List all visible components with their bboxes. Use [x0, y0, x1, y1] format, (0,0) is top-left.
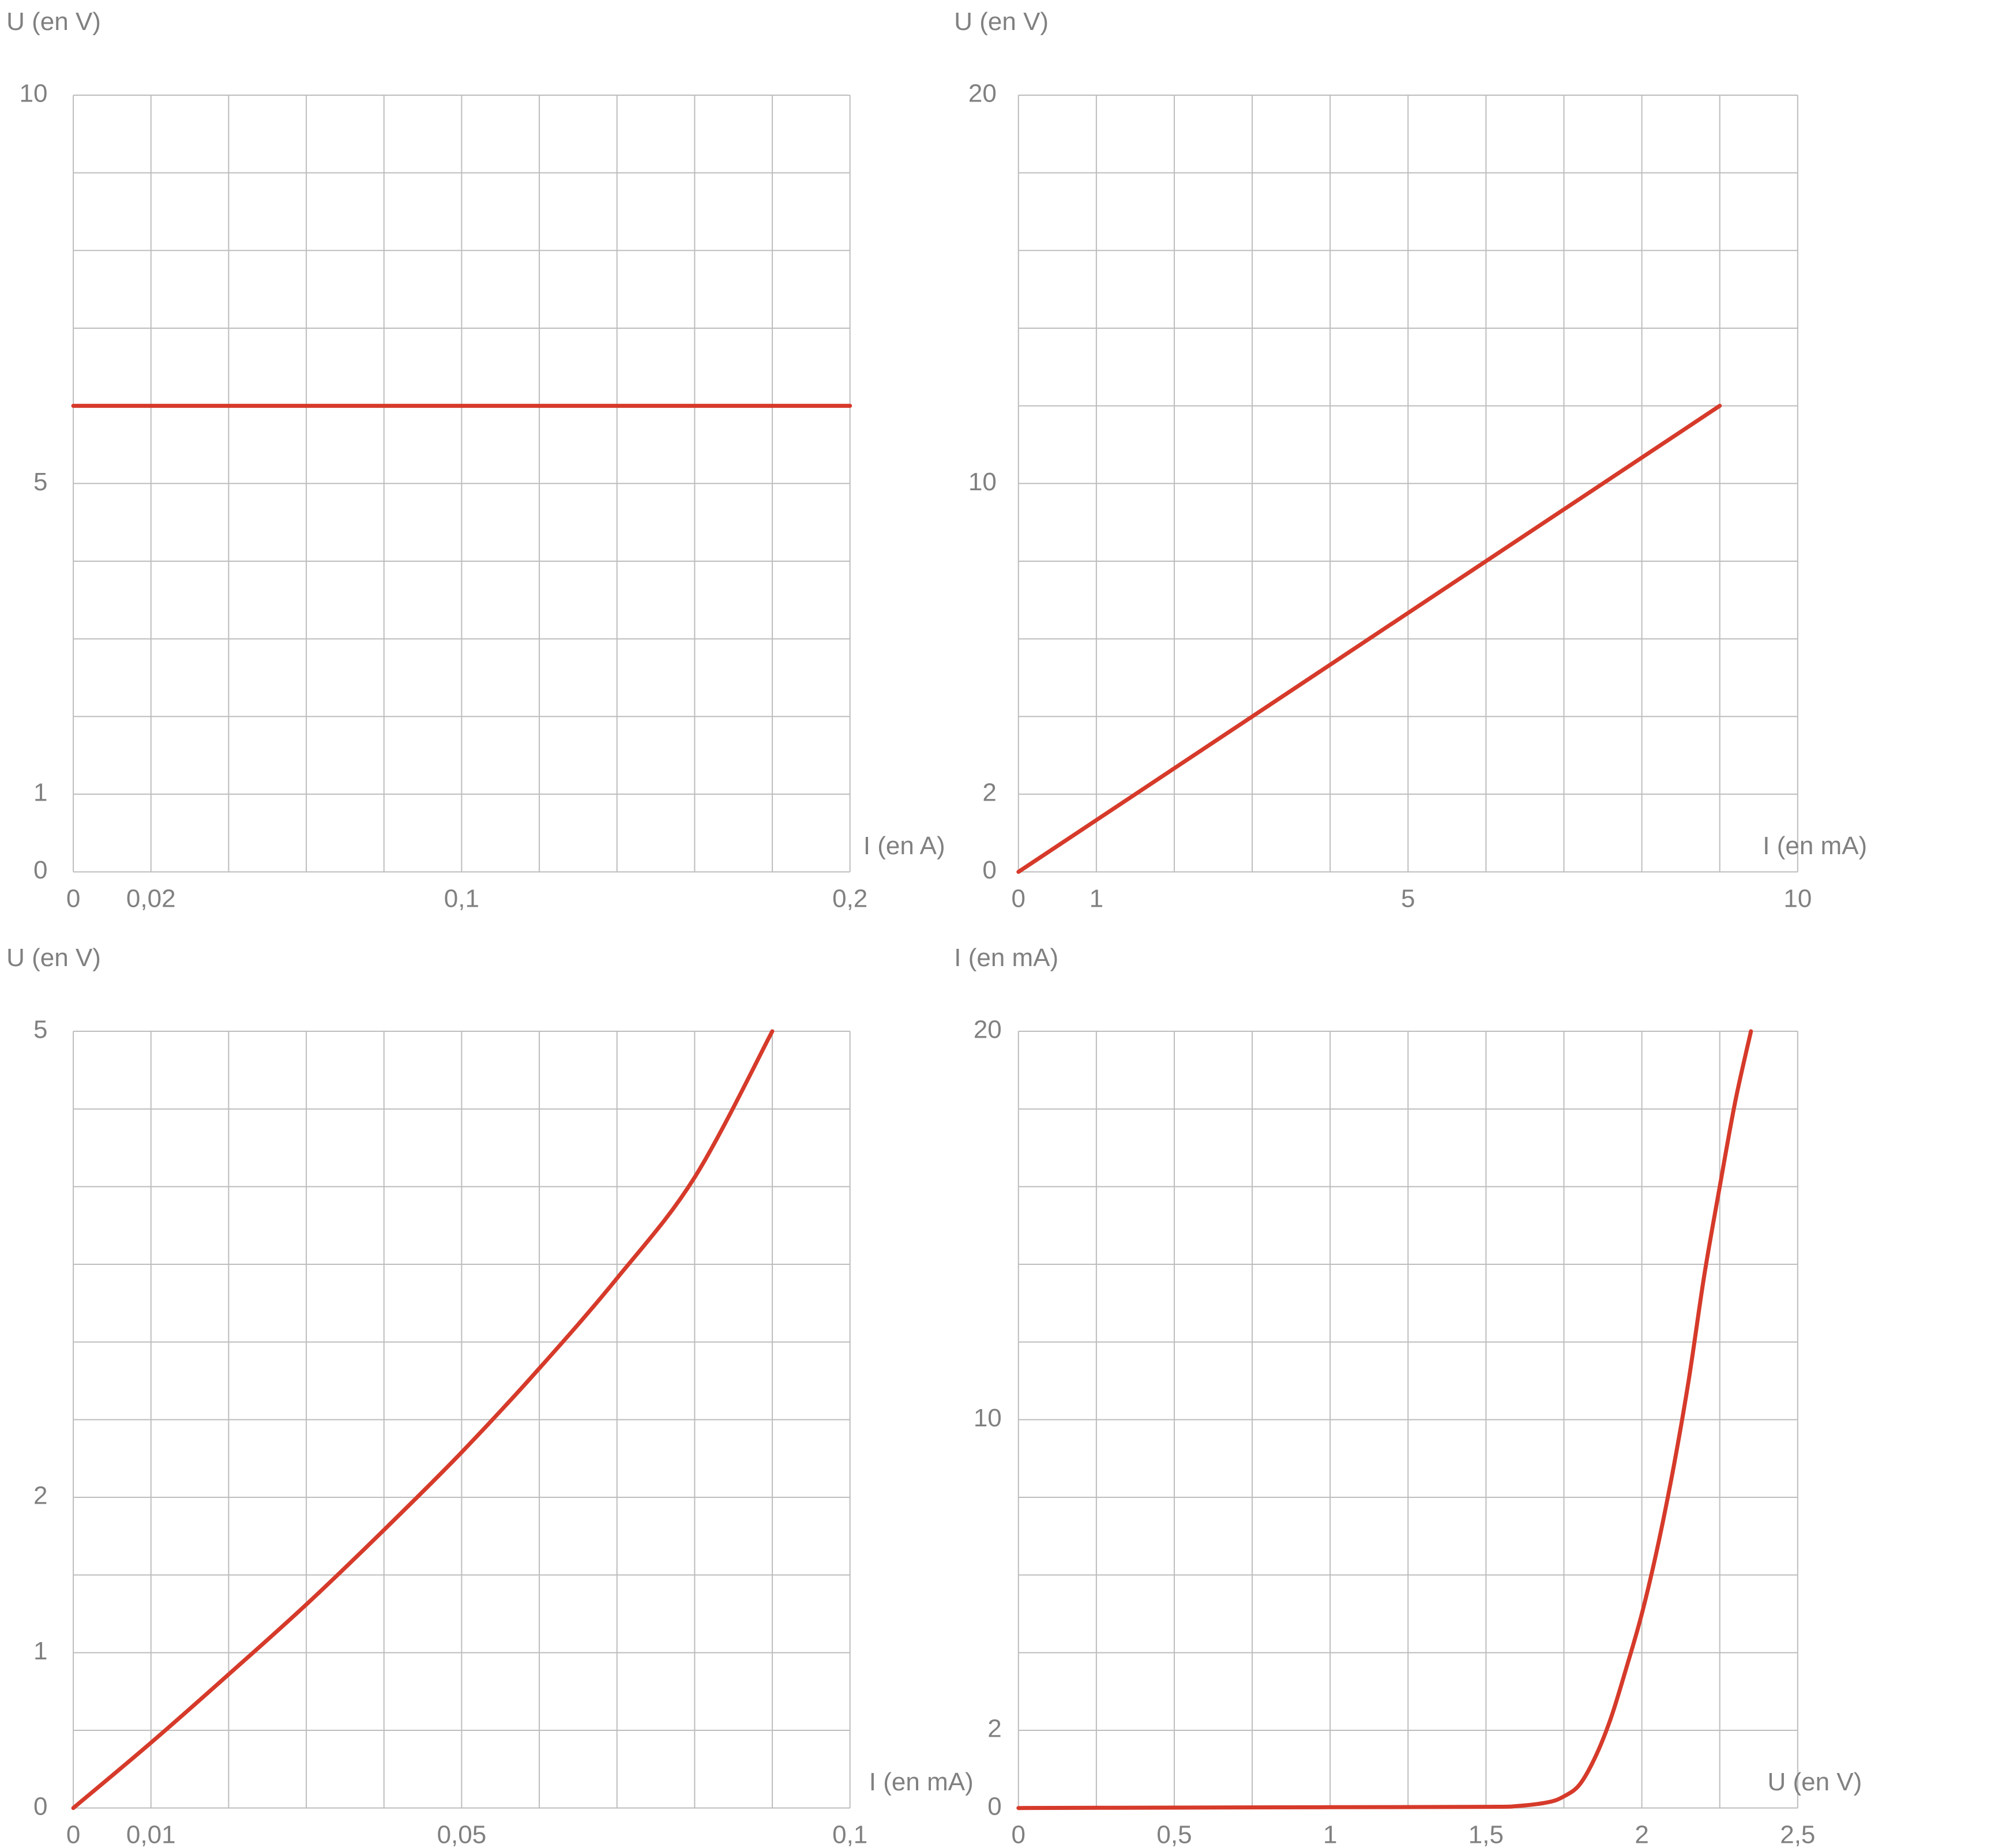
x-tick-label: 0 [66, 1820, 80, 1848]
x-axis-title: U (en V) [1767, 1768, 1862, 1796]
x-tick-label: 2 [1635, 1820, 1648, 1848]
y-axis-title: U (en V) [954, 7, 1049, 36]
x-tick-label: 0,2 [832, 884, 867, 912]
y-tick-label: 20 [974, 1016, 1002, 1044]
series-line [1016, 404, 1722, 874]
y-axis-title: U (en V) [6, 7, 101, 36]
x-axis-title: I (en A) [863, 832, 945, 860]
y-tick-label: 1 [33, 779, 47, 807]
x-tick-label: 1 [1090, 884, 1103, 912]
x-tick-label: 1 [1323, 1820, 1337, 1848]
x-tick-label: 1,5 [1468, 1820, 1504, 1848]
y-tick-label: 0 [982, 856, 996, 884]
y-tick-label: 0 [33, 1792, 47, 1820]
y-tick-label: 5 [33, 1016, 47, 1044]
x-tick-label: 0,01 [126, 1820, 176, 1848]
x-tick-label: 0,1 [444, 884, 479, 912]
y-tick-label: 5 [33, 468, 47, 496]
x-tick-label: 10 [1783, 884, 1812, 912]
x-tick-label: 0,1 [832, 1820, 867, 1848]
x-axis-title: I (en mA) [1763, 832, 1867, 860]
y-axis-title: I (en mA) [954, 944, 1058, 972]
y-tick-label: 10 [20, 80, 48, 108]
chart-panel-bottom-right: 0 0,5 1 1,5 2 2,5 0 2 10 20 I (en mA) U (en V) [954, 944, 1862, 1848]
y-tick-label: 10 [968, 468, 997, 496]
x-tick-label: 0 [1012, 884, 1025, 912]
series-line [1016, 1029, 1753, 1811]
x-tick-label: 0,05 [437, 1820, 487, 1848]
y-tick-label: 0 [33, 856, 47, 884]
y-tick-label: 10 [974, 1404, 1002, 1432]
x-tick-label: 0 [1012, 1820, 1025, 1848]
x-axis-title: I (en mA) [869, 1768, 974, 1796]
y-tick-label: 1 [33, 1637, 47, 1665]
x-tick-label: 2,5 [1780, 1820, 1815, 1848]
y-tick-label: 0 [987, 1792, 1001, 1820]
x-tick-label: 0 [66, 884, 80, 912]
y-axis-title: U (en V) [6, 944, 101, 972]
chart-panel-bottom-left: 0 0,01 0,05 0,1 0 1 2 5 U (en V) I (en mA) [6, 944, 974, 1848]
y-tick-label: 2 [33, 1482, 47, 1510]
y-tick-label: 2 [982, 779, 996, 807]
series-line [71, 1029, 775, 1811]
y-tick-label: 20 [968, 80, 997, 108]
x-tick-label: 0,02 [126, 884, 176, 912]
chart-panel-top-left: 0 0,02 0,1 0,2 0 1 5 10 U (en V) I (en A) [6, 7, 945, 913]
x-tick-label: 5 [1401, 884, 1415, 912]
x-tick-label: 0,5 [1156, 1820, 1192, 1848]
y-tick-label: 2 [987, 1715, 1001, 1743]
chart-panel-top-right: 0 1 5 10 0 2 10 20 U (en V) I (en mA) [954, 7, 1867, 913]
